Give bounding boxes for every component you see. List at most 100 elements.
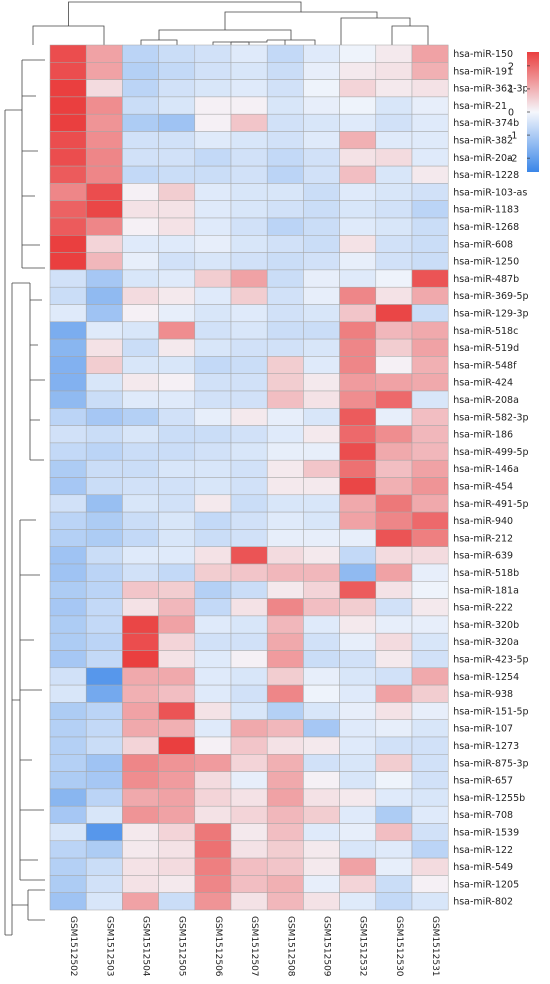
row-label: hsa-miR-491-5p <box>453 499 528 510</box>
row-label: hsa-miR-362-3p <box>453 84 528 95</box>
heatmap-cell <box>303 96 340 115</box>
heatmap-cell <box>122 286 159 305</box>
heatmap-cell <box>85 408 123 426</box>
row-label: hsa-miR-582-3p <box>453 412 528 423</box>
heatmap-cell <box>122 529 159 547</box>
heatmap-cell <box>303 286 340 305</box>
heatmap-cell <box>375 113 413 132</box>
heatmap-cell <box>303 615 340 634</box>
row-label: hsa-miR-708 <box>453 810 513 821</box>
heatmap-cell <box>85 805 123 824</box>
heatmap-cell <box>339 442 377 461</box>
heatmap-cell <box>230 356 268 374</box>
heatmap-cell <box>85 235 123 253</box>
heatmap-cell <box>303 338 340 357</box>
heatmap-cell <box>49 390 87 409</box>
heatmap-cell <box>266 442 304 461</box>
heatmap-cell <box>122 754 159 772</box>
heatmap-cell <box>339 235 377 253</box>
row-label: hsa-miR-1205 <box>453 879 519 890</box>
heatmap-cell <box>230 719 268 738</box>
heatmap-cell <box>158 356 196 374</box>
heatmap-cell <box>85 286 123 305</box>
colorbar-tick-label: 1 <box>508 84 514 95</box>
heatmap-cell <box>411 148 449 167</box>
heatmap-cell <box>49 269 87 288</box>
colorbar-ticks: 2 1 0 -1 -2 <box>508 61 530 165</box>
heatmap-cell <box>49 442 87 461</box>
heatmap-cell <box>122 805 159 824</box>
heatmap-cell <box>375 235 413 253</box>
row-label: hsa-miR-320b <box>453 620 519 631</box>
heatmap-cell <box>194 632 232 651</box>
heatmap-cell <box>49 805 87 824</box>
heatmap-cell <box>49 408 87 426</box>
heatmap-cell <box>158 408 196 426</box>
heatmap-cell <box>49 840 87 859</box>
heatmap-cell <box>411 754 449 772</box>
heatmap-cell <box>122 165 159 184</box>
heatmap-cell <box>158 719 196 738</box>
heatmap-cell <box>303 200 340 219</box>
row-labels: hsa-miR-150 hsa-miR-191 hsa-miR-362-3p hsa-… <box>453 49 528 908</box>
row-label: hsa-miR-107 <box>453 724 513 735</box>
row-label: hsa-miR-1539 <box>453 827 519 838</box>
heatmap-cell <box>411 892 449 911</box>
heatmap-cell <box>230 148 268 167</box>
row-label: hsa-miR-608 <box>453 239 513 250</box>
heatmap-cell <box>411 390 449 409</box>
heatmap-cell <box>303 321 340 340</box>
heatmap-cell <box>339 667 377 686</box>
heatmap-cell <box>411 79 449 98</box>
heatmap-cell <box>266 546 304 565</box>
row-label: hsa-miR-20a <box>453 153 513 164</box>
heatmap-cell <box>411 563 449 582</box>
row-label: hsa-miR-499-5p <box>453 447 528 458</box>
heatmap-cell <box>194 79 232 98</box>
heatmap-cell <box>303 252 340 271</box>
heatmap-cell <box>266 875 304 893</box>
heatmap-cell <box>230 165 268 184</box>
row-label: hsa-miR-191 <box>453 66 513 77</box>
heatmap-cell <box>230 667 268 686</box>
heatmap-cell <box>266 269 304 288</box>
heatmap-cell <box>158 44 196 63</box>
heatmap-cell <box>85 875 123 893</box>
heatmap-cell <box>266 736 304 755</box>
heatmap-cell <box>85 442 123 461</box>
heatmap-cell <box>303 79 340 98</box>
heatmap-cell <box>122 96 159 115</box>
column-label: GSM1512508 <box>285 916 295 977</box>
heatmap-cell <box>122 408 159 426</box>
heatmap-cell <box>85 702 123 720</box>
row-label: hsa-miR-129-3p <box>453 308 528 319</box>
heatmap-cell <box>158 511 196 530</box>
heatmap-cell <box>339 113 377 132</box>
heatmap-cell <box>158 235 196 253</box>
heatmap-cell <box>122 235 159 253</box>
heatmap-cell <box>85 667 123 686</box>
heatmap-cell <box>158 113 196 132</box>
heatmap-cell <box>122 892 159 911</box>
heatmap-cell <box>411 217 449 236</box>
heatmap-cell <box>85 477 123 496</box>
heatmap-cell <box>49 529 87 547</box>
heatmap-cell <box>85 511 123 530</box>
heatmap-cell <box>85 79 123 98</box>
heatmap-cell <box>158 304 196 323</box>
row-label: hsa-miR-374b <box>453 118 519 129</box>
heatmap-cell <box>339 183 377 201</box>
heatmap-cell <box>158 252 196 271</box>
heatmap-cell <box>194 667 232 686</box>
heatmap-cell <box>122 356 159 374</box>
heatmap-cell <box>411 373 449 392</box>
heatmap-cell <box>158 477 196 496</box>
row-label: hsa-miR-1273 <box>453 741 519 752</box>
heatmap-cell <box>411 529 449 547</box>
heatmap-cell <box>85 321 123 340</box>
colorbar-tick-label: 0 <box>508 108 514 119</box>
heatmap-cell <box>49 754 87 772</box>
row-label: hsa-miR-1268 <box>453 222 519 233</box>
heatmap-cell <box>375 511 413 530</box>
